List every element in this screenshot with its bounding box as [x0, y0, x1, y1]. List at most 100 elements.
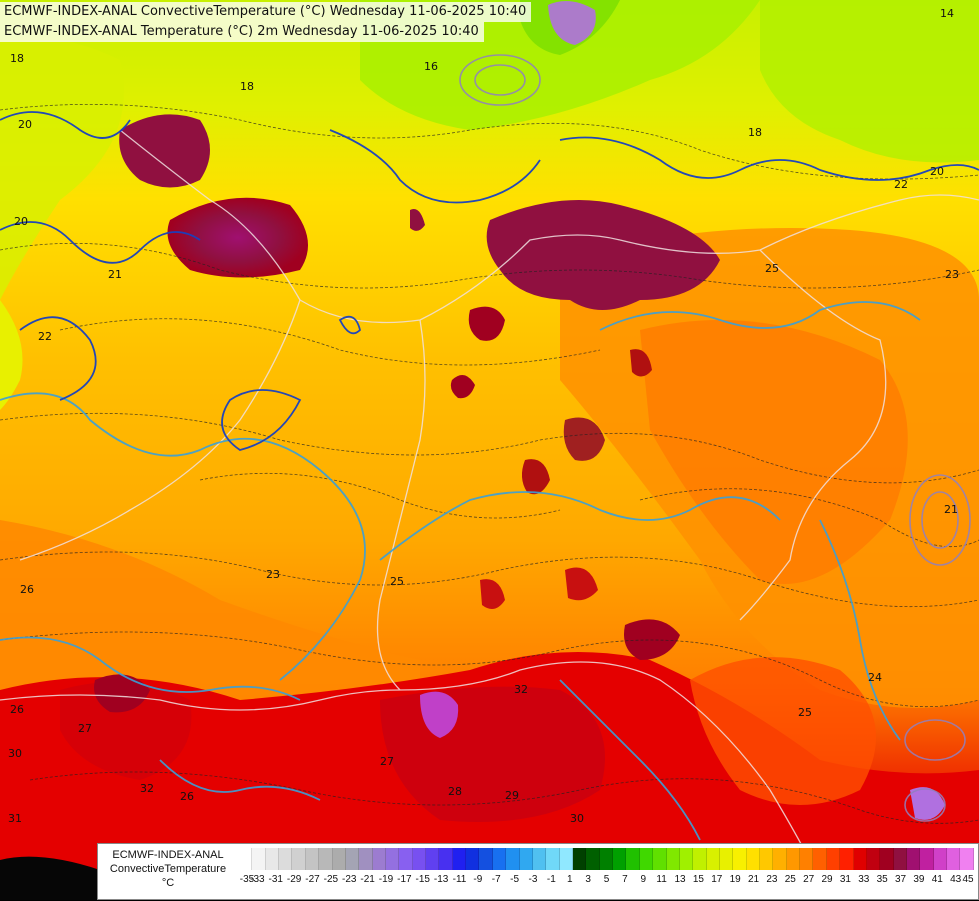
purple-cell-south: [420, 691, 459, 738]
contour-label: 23: [266, 568, 280, 581]
convective-cell-8: [410, 209, 425, 231]
legend-label: 25: [784, 874, 796, 885]
legend-swatch: [345, 848, 360, 870]
blue-contours: [0, 111, 979, 451]
contour-label: 26: [10, 703, 24, 716]
cyan-contours: [0, 301, 921, 841]
legend-label: 5: [603, 874, 610, 885]
legend-label: 45: [962, 874, 974, 885]
legend-label: 39: [913, 874, 925, 885]
legend-swatch: [813, 848, 827, 870]
legend-label: -9: [473, 874, 483, 885]
legend-swatch: [385, 848, 400, 870]
legend-label: 27: [803, 874, 815, 885]
legend-swatch: [800, 848, 814, 870]
convective-cell-3: [486, 200, 720, 310]
lavender-contours: [459, 54, 971, 822]
contour-label: 21: [108, 268, 122, 281]
legend-swatch: [479, 848, 493, 870]
legend-label: -17: [397, 874, 412, 885]
legend-label: -5: [510, 874, 520, 885]
legend-swatch: [319, 848, 333, 870]
legend-swatch: [760, 848, 774, 870]
legend-label: 31: [839, 874, 851, 885]
legend-swatch: [466, 848, 480, 870]
legend-swatch: [840, 848, 854, 870]
legend-label: -7: [491, 874, 501, 885]
legend-swatch: [359, 848, 373, 870]
legend-swatch: [412, 848, 427, 870]
legend-title: ECMWF-INDEX-ANAL ConvectiveTemperature °…: [98, 844, 238, 901]
legend-swatch: [693, 848, 707, 870]
legend-label: -1: [546, 874, 556, 885]
legend-swatch: [239, 848, 253, 870]
legend-swatch: [706, 848, 720, 870]
warm-zone-east-deep: [640, 320, 908, 584]
legend-label: -19: [378, 874, 394, 885]
contour-label: 28: [448, 785, 462, 798]
legend-label: -27: [305, 874, 320, 885]
map-title-convective: ECMWF-INDEX-ANAL ConvectiveTemperature (…: [0, 2, 532, 22]
legend-swatch: [893, 848, 907, 870]
contour-label: 25: [798, 706, 812, 719]
legend-label: -21: [360, 874, 375, 885]
convective-cell-9: [630, 349, 652, 377]
legend-swatch: [613, 848, 627, 870]
legend-swatch: [559, 848, 573, 870]
legend-label: -3: [528, 874, 538, 885]
contour-label: 16: [424, 60, 438, 73]
legend-swatch: [947, 848, 961, 870]
color-legend: ECMWF-INDEX-ANAL ConvectiveTemperature °…: [97, 843, 979, 900]
legend-label: -23: [342, 874, 357, 885]
legend-label: -11: [452, 874, 467, 885]
legend-swatch: [532, 848, 547, 870]
legend-label: 13: [674, 874, 686, 885]
contour-label: 20: [14, 215, 28, 228]
cool-zone-northeast: [760, 0, 979, 163]
legend-label: -31: [268, 874, 283, 885]
legend-swatch: [933, 848, 948, 870]
legend-swatch: [906, 848, 921, 870]
legend-swatch: [733, 848, 747, 870]
contour-labels: 18 18 20 20 21 22 23 23 25 25 25 26 26 2…: [8, 7, 959, 825]
contour-label: 26: [180, 790, 194, 803]
contour-label: 27: [380, 755, 394, 768]
contour-label: 18: [240, 80, 254, 93]
legend-swatch: [452, 848, 467, 870]
offmap-corner: [0, 856, 100, 900]
legend-swatch: [920, 848, 934, 870]
legend-swatch: [666, 848, 680, 870]
legend-label: -25: [323, 874, 339, 885]
legend-parameter: ConvectiveTemperature: [109, 863, 227, 875]
convective-cell-4: [468, 306, 505, 341]
legend-swatch: [746, 848, 761, 870]
contour-label: 25: [765, 262, 779, 275]
legend-swatches: [239, 848, 974, 870]
convective-cell-2: [167, 197, 308, 278]
legend-swatch: [639, 848, 654, 870]
contour-label: 32: [140, 782, 154, 795]
legend-swatch: [519, 848, 533, 870]
legend-swatch: [265, 848, 280, 870]
map-title-temperature: ECMWF-INDEX-ANAL Temperature (°C) 2m Wed…: [0, 22, 484, 42]
contour-label: 22: [894, 178, 908, 191]
convective-cell-5: [450, 375, 475, 399]
legend-swatch: [305, 848, 320, 870]
legend-labels: -35 -33 -31 -29 -27 -25 -23 -21 -19 -17 -15 -13 -11-…: [239, 874, 979, 890]
legend-swatch: [252, 848, 266, 870]
legend-label: 37: [894, 874, 907, 885]
legend-label: -29: [286, 874, 302, 885]
contour-label: 25: [390, 575, 404, 588]
legend-swatch: [960, 848, 974, 870]
convective-cell-1: [119, 114, 210, 188]
legend-swatch: [546, 848, 560, 870]
convective-cell-7: [521, 459, 550, 495]
convective-cell-11: [565, 567, 598, 601]
contour-label: 30: [570, 812, 584, 825]
convective-cell-6: [563, 417, 605, 461]
contour-label: 26: [20, 583, 34, 596]
legend-label: 11: [656, 874, 667, 885]
purple-cell-southeast: [910, 787, 945, 820]
cool-zone-west: [0, 37, 124, 300]
warm-zone-southwest: [0, 520, 420, 700]
